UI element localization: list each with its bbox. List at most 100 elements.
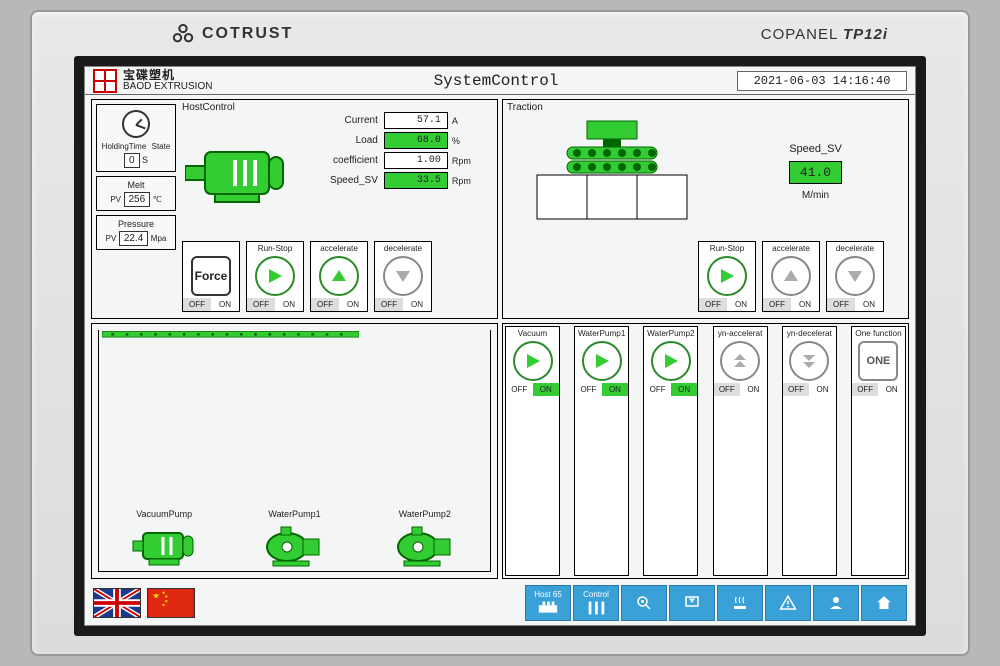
user-icon	[825, 594, 847, 612]
language-flags	[93, 588, 195, 618]
coef-label: coefficient	[308, 155, 380, 166]
flag-cn[interactable]	[147, 588, 195, 618]
nav-settings[interactable]	[621, 585, 667, 621]
brand-left: COTRUST	[172, 23, 293, 45]
play-icon[interactable]	[582, 341, 622, 381]
traction-speed-label: Speed_SV	[789, 143, 842, 155]
main-area: HoldingTime State 0 S Melt PV 256 ℃	[85, 95, 915, 581]
pressure-prefix: PV	[106, 234, 117, 243]
vendor-logo-text: 宝碟塑机 BAOD EXTRUSION	[123, 69, 212, 92]
nav-user[interactable]	[813, 585, 859, 621]
pressure-value: 22.4	[119, 231, 148, 246]
host-controls: Force OFFON Run-Stop OFFON accelerate	[180, 239, 493, 314]
vendor-logo-icon	[93, 69, 117, 93]
nav-control[interactable]: Control	[573, 585, 619, 621]
accel-label: accelerate	[311, 244, 367, 254]
runstop-label: Run-Stop	[247, 244, 303, 254]
nav-host65[interactable]: Host 65	[525, 585, 571, 621]
up-arrow-icon[interactable]	[771, 256, 811, 296]
pump-rail-icon	[102, 330, 359, 340]
melt-label: Melt	[99, 180, 173, 190]
load-label: Load	[308, 135, 380, 146]
down-arrow-icon[interactable]	[835, 256, 875, 296]
water-pump1-icon: WaterPump1	[259, 509, 329, 571]
host-accel-control[interactable]: accelerate OFFON	[310, 241, 368, 312]
melt-box: Melt PV 256 ℃	[96, 176, 176, 211]
traction-speed-value: 41.0	[789, 161, 842, 184]
device-bezel: COTRUST COPANEL TP12i 宝碟塑机 BAOD EXTRUSIO…	[30, 10, 970, 656]
water-pump2-label: WaterPump2	[390, 509, 460, 519]
traction-controls: Run-Stop OFFON accelerate OFFON decelera…	[507, 239, 904, 314]
host-decel-control[interactable]: decelerate OFFON	[374, 241, 432, 312]
nav-home[interactable]	[861, 585, 907, 621]
traction-speed-unit: M/min	[802, 190, 829, 201]
datetime-display: 2021-06-03 14:16:40	[737, 71, 907, 91]
traction-title: Traction	[507, 102, 543, 113]
vendor-logo: 宝碟塑机 BAOD EXTRUSION	[85, 69, 255, 93]
water-pump1-label: WaterPump1	[259, 509, 329, 519]
play-icon[interactable]	[707, 256, 747, 296]
flag-uk[interactable]	[93, 588, 141, 618]
home-icon	[873, 594, 895, 612]
page-title: SystemControl	[255, 72, 737, 90]
force-off: OFF	[183, 298, 211, 311]
brand-left-text: COTRUST	[202, 25, 293, 43]
play-icon[interactable]	[513, 341, 553, 381]
aux-panel: Vacuum OFFON WaterPump1 OFFON WaterPump2	[502, 323, 909, 579]
play-icon[interactable]	[651, 341, 691, 381]
coef-unit: Rpm	[452, 156, 493, 166]
force-button[interactable]: Force	[191, 256, 231, 296]
load-unit: %	[452, 136, 493, 146]
pressure-box: Pressure PV 22.4 Mpa	[96, 215, 176, 250]
current-value: 57.1	[384, 112, 448, 129]
nav-download[interactable]	[669, 585, 715, 621]
force-control[interactable]: Force OFFON	[182, 241, 240, 312]
traction-panel: Traction	[502, 99, 909, 319]
syn-accel-control[interactable]: yn-accelerat OFFON	[713, 326, 768, 576]
water-pump2-icon: WaterPump2	[390, 509, 460, 571]
current-unit: A	[452, 116, 493, 126]
holding-time-box: HoldingTime State 0 S	[96, 104, 176, 172]
load-value: 68.0	[384, 132, 448, 149]
down-arrow-icon[interactable]	[383, 256, 423, 296]
alert-icon	[777, 594, 799, 612]
cotrust-logo-icon	[172, 23, 194, 45]
wp1-control[interactable]: WaterPump1 OFFON	[574, 326, 629, 576]
double-down-icon[interactable]	[789, 341, 829, 381]
traction-diagram-icon	[507, 104, 717, 239]
traction-accel-control[interactable]: accelerate OFFON	[762, 241, 820, 312]
traction-runstop-control[interactable]: Run-Stop OFFON	[698, 241, 756, 312]
nav-heat[interactable]	[717, 585, 763, 621]
state-label: State	[152, 142, 171, 151]
brand-model-b: TP12i	[843, 26, 888, 43]
coef-value: 1.00	[384, 152, 448, 169]
one-function-control[interactable]: One function ONE OFFON	[851, 326, 906, 576]
syn-decel-control[interactable]: yn-decelerat OFFON	[782, 326, 837, 576]
brand-right: COPANEL TP12i	[761, 26, 888, 43]
vacuum-pump-icon: VacuumPump	[129, 509, 199, 571]
speed-unit: Rpm	[452, 176, 493, 186]
motor-icon	[180, 104, 300, 239]
host-control-panel: HoldingTime State 0 S Melt PV 256 ℃	[91, 99, 498, 319]
up-arrow-icon[interactable]	[319, 256, 359, 296]
nav-alarm[interactable]	[765, 585, 811, 621]
vacuum-control[interactable]: Vacuum OFFON	[505, 326, 560, 576]
title-bar: 宝碟塑机 BAOD EXTRUSION SystemControl 2021-0…	[85, 67, 915, 95]
status-column: HoldingTime State 0 S Melt PV 256 ℃	[96, 104, 176, 314]
bezel-brand-bar: COTRUST COPANEL TP12i	[32, 12, 968, 56]
hmi-screen: 宝碟塑机 BAOD EXTRUSION SystemControl 2021-0…	[84, 66, 916, 626]
wp2-control[interactable]: WaterPump2 OFFON	[643, 326, 698, 576]
traction-speed-box: Speed_SV 41.0 M/min	[727, 104, 904, 239]
holding-value: 0	[124, 153, 140, 168]
melt-value: 256	[124, 192, 151, 207]
double-up-icon[interactable]	[720, 341, 760, 381]
clock-icon	[122, 110, 150, 138]
host-runstop-control[interactable]: Run-Stop OFFON	[246, 241, 304, 312]
holding-label: HoldingTime	[102, 142, 147, 151]
brand-model-a: COPANEL	[761, 26, 843, 43]
one-button[interactable]: ONE	[858, 341, 898, 381]
vendor-name-en: BAOD EXTRUSION	[123, 81, 212, 92]
play-icon[interactable]	[255, 256, 295, 296]
traction-decel-control[interactable]: decelerate OFFON	[826, 241, 884, 312]
vacuum-pump-label: VacuumPump	[129, 509, 199, 519]
